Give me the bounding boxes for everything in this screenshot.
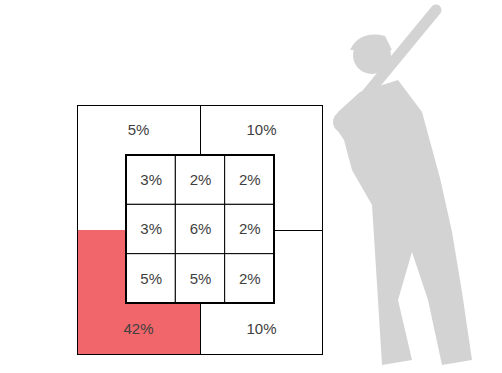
svg-text:5%: 5% [140, 270, 162, 287]
svg-text:5%: 5% [128, 121, 150, 138]
svg-text:10%: 10% [246, 121, 276, 138]
svg-text:10%: 10% [246, 320, 276, 337]
svg-text:2%: 2% [239, 171, 261, 188]
svg-text:2%: 2% [190, 171, 212, 188]
svg-text:2%: 2% [239, 270, 261, 287]
svg-text:6%: 6% [190, 220, 212, 237]
svg-text:3%: 3% [140, 171, 162, 188]
svg-text:42%: 42% [123, 320, 153, 337]
svg-text:3%: 3% [140, 220, 162, 237]
svg-text:5%: 5% [190, 270, 212, 287]
svg-text:2%: 2% [239, 220, 261, 237]
